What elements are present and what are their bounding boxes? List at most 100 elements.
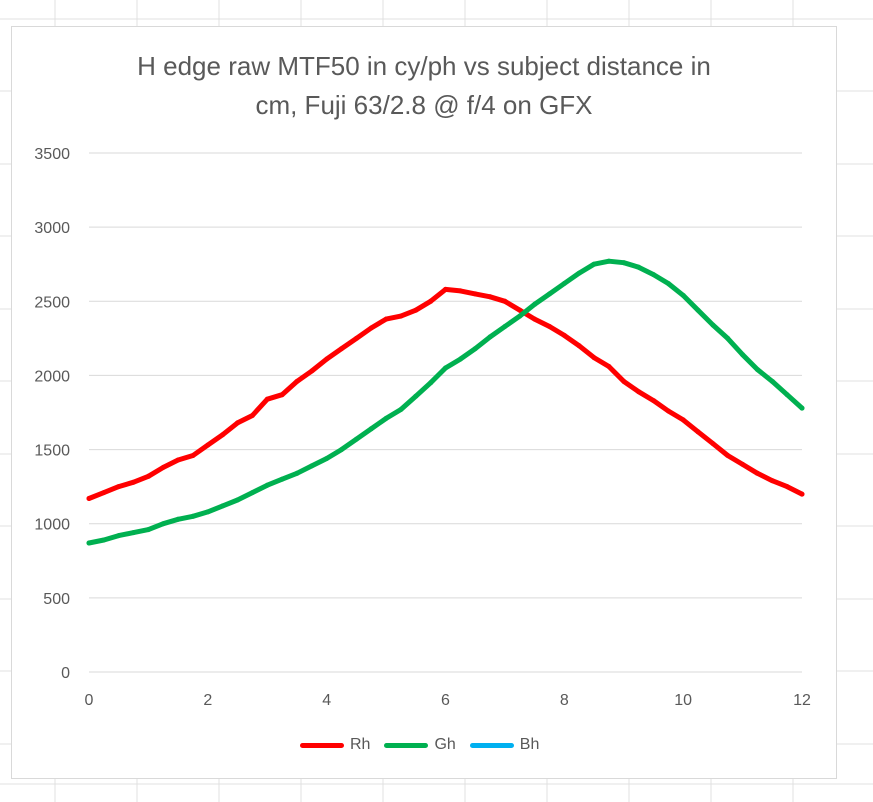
data-point-gh (264, 482, 270, 488)
data-point-gh (487, 334, 493, 340)
legend-item-bh: Bh (469, 736, 540, 754)
data-point-rh (264, 396, 270, 402)
data-point-gh (710, 322, 716, 328)
data-point-gh (517, 313, 523, 319)
data-point-gh (443, 365, 448, 371)
data-point-rh (249, 413, 255, 418)
data-point-gh (561, 281, 567, 286)
data-point-rh (561, 332, 567, 338)
series-lines (86, 258, 805, 546)
data-point-gh (532, 301, 538, 307)
data-point-gh (547, 291, 552, 297)
x-tick-label-4: 4 (322, 692, 331, 709)
data-point-gh (309, 463, 315, 469)
data-point-gh (190, 513, 196, 519)
data-point-rh (710, 441, 716, 447)
legend-swatch-bh (469, 742, 514, 748)
chart-title-line-1: H edge raw MTF50 in cy/ph vs subject dis… (137, 51, 711, 81)
legend-label-rh: Rh (350, 736, 371, 753)
data-point-rh (636, 389, 642, 395)
y-tick-label-1500: 1500 (34, 443, 70, 460)
data-point-gh (220, 503, 226, 509)
series-line-rh (86, 286, 805, 501)
data-point-gh (769, 378, 775, 384)
data-point-gh (591, 261, 597, 267)
y-tick-label-0: 0 (61, 665, 70, 682)
data-point-gh (665, 281, 671, 286)
series-line-gh (86, 258, 805, 546)
data-point-rh (695, 429, 701, 435)
data-point-gh (86, 540, 92, 546)
y-axis-tick-labels: 0 500 1000 1500 2000 2500 3000 3500 (34, 146, 70, 682)
data-point-gh (472, 346, 478, 352)
data-point-rh (145, 473, 151, 479)
data-point-rh (339, 346, 344, 352)
data-point-rh (235, 420, 240, 426)
data-point-rh (175, 457, 181, 463)
data-point-rh (86, 496, 92, 501)
y-tick-label-2000: 2000 (34, 368, 70, 385)
y-tick-label-500: 500 (43, 591, 70, 608)
legend-swatch-gh (384, 742, 429, 748)
data-point-gh (695, 307, 701, 313)
data-point-gh (413, 393, 419, 399)
data-point-gh (621, 260, 627, 266)
data-point-gh (249, 490, 255, 496)
data-point-rh (457, 288, 463, 294)
data-point-rh (547, 324, 552, 329)
data-point-gh (116, 533, 122, 539)
data-point-rh (754, 470, 760, 476)
data-point-rh (591, 355, 597, 361)
data-point-gh (175, 516, 181, 522)
data-point-gh (294, 470, 300, 476)
data-point-rh (279, 392, 285, 398)
data-point-gh (205, 509, 211, 515)
data-point-rh (576, 343, 582, 349)
data-point-rh (784, 484, 790, 490)
x-tick-label-12: 12 (793, 692, 811, 709)
data-point-rh (487, 294, 493, 300)
y-tick-label-1000: 1000 (34, 517, 70, 534)
legend-label-gh: Gh (434, 736, 456, 753)
data-point-rh (413, 307, 419, 313)
data-point-rh (472, 291, 478, 297)
data-point-gh (428, 380, 434, 386)
data-point-gh (457, 356, 463, 362)
data-point-gh (101, 537, 107, 543)
data-point-rh (160, 464, 166, 470)
data-point-rh (353, 335, 359, 341)
x-tick-label-6: 6 (441, 692, 450, 709)
data-point-rh (443, 286, 448, 292)
legend-label-bh: Bh (519, 736, 540, 753)
data-point-rh (621, 378, 627, 384)
chart-area[interactable] (11, 26, 837, 779)
legend: Rh Gh Bh (300, 734, 539, 756)
data-point-rh (294, 378, 300, 384)
data-point-gh (368, 426, 374, 432)
y-tick-label-3500: 3500 (34, 146, 70, 163)
data-point-gh (324, 456, 330, 461)
data-point-rh (101, 490, 107, 496)
data-point-gh (740, 352, 746, 358)
data-point-gh (606, 258, 612, 264)
data-point-rh (517, 307, 523, 313)
data-point-gh (279, 476, 285, 482)
data-point-gh (160, 521, 166, 527)
chart-title-line-2: cm, Fuji 63/2.8 @ f/4 on GFX (255, 90, 593, 120)
y-tick-label-3000: 3000 (34, 220, 70, 237)
data-point-rh (532, 316, 538, 322)
x-tick-label-8: 8 (560, 692, 569, 709)
data-point-rh (606, 364, 612, 369)
data-point-rh (383, 316, 389, 322)
data-point-gh (725, 335, 731, 341)
data-point-gh (680, 292, 686, 298)
x-tick-label-10: 10 (674, 692, 692, 709)
data-point-rh (665, 408, 671, 414)
x-axis-tick-labels: 0 2 4 6 8 10 12 (85, 692, 811, 709)
data-point-rh (398, 313, 404, 319)
y-tick-label-2500: 2500 (34, 294, 70, 311)
data-point-rh (428, 298, 434, 304)
legend-item-gh: Gh (384, 736, 456, 754)
data-point-rh (740, 461, 746, 467)
data-point-rh (309, 368, 315, 374)
